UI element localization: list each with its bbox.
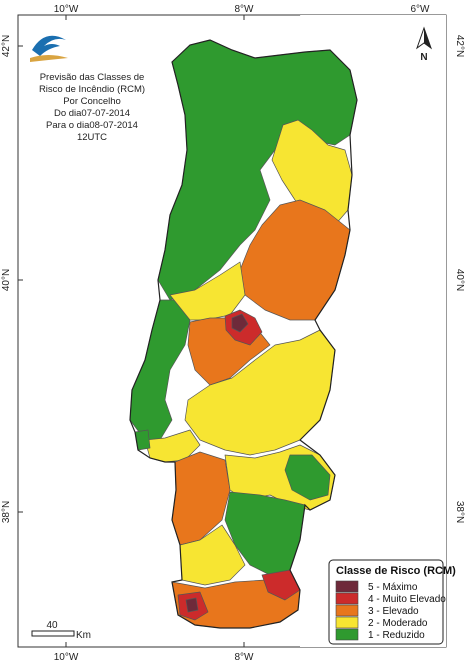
north-arrow-shade-icon bbox=[424, 28, 431, 48]
region-east-reduzido bbox=[284, 454, 331, 501]
top-tick-6w: 6°W bbox=[411, 4, 431, 15]
legend-swatch-muito-elevado bbox=[335, 592, 359, 605]
legend-label-reduzido: 1 - Reduzido bbox=[368, 630, 425, 641]
portugal-regions bbox=[129, 39, 358, 629]
north-label: N bbox=[420, 52, 427, 63]
region-ourique-moderado bbox=[179, 524, 246, 586]
logo-sun-icon bbox=[30, 55, 68, 62]
north-arrow: N bbox=[416, 26, 432, 63]
top-tick-10w: 10°W bbox=[54, 4, 79, 15]
legend-swatch-maximo bbox=[335, 580, 359, 593]
title-line-1: Previsão das Classes de bbox=[40, 72, 145, 83]
legend-label-moderado: 2 - Moderado bbox=[368, 618, 428, 629]
bottom-tick-8w: 8°W bbox=[235, 652, 255, 663]
region-algarve-east-muito-elevado bbox=[261, 569, 301, 601]
title-line-4: Do dia07-07-2014 bbox=[54, 108, 130, 119]
legend-swatch-reduzido bbox=[335, 628, 359, 641]
map-title: Previsão das Classes de Risco de Incêndi… bbox=[39, 72, 145, 143]
title-line-6: 12UTC bbox=[77, 132, 107, 143]
title-line-3: Por Concelho bbox=[63, 96, 121, 107]
right-tick-40n: 40°N bbox=[454, 269, 465, 291]
legend: Classe de Risco (RCM) 5 - Máximo 4 - Mui… bbox=[328, 559, 456, 645]
scale-bar: 40 Km bbox=[31, 620, 91, 641]
left-tick-42n: 42°N bbox=[1, 35, 12, 57]
legend-swatch-moderado bbox=[335, 616, 359, 629]
ipma-logo bbox=[30, 35, 68, 62]
left-tick-40n: 40°N bbox=[1, 269, 12, 291]
bottom-tick-10w: 10°W bbox=[54, 652, 79, 663]
legend-title: Classe de Risco (RCM) bbox=[336, 565, 456, 577]
left-tick-38n: 38°N bbox=[1, 501, 12, 523]
scale-value: 40 bbox=[46, 620, 58, 631]
scale-bar-rect bbox=[31, 630, 75, 637]
legend-label-muito-elevado: 4 - Muito Elevado bbox=[368, 594, 446, 605]
legend-swatch-elevado bbox=[335, 604, 359, 617]
right-tick-38n: 38°N bbox=[454, 501, 465, 523]
region-leiria-moderado bbox=[169, 261, 246, 321]
logo-wave-icon bbox=[32, 35, 66, 56]
title-line-2: Risco de Incêndio (RCM) bbox=[39, 84, 145, 95]
portugal-outline bbox=[129, 39, 358, 629]
scale-unit: Km bbox=[76, 630, 91, 641]
right-tick-42n: 42°N bbox=[454, 35, 465, 57]
title-line-5: Para o dia08-07-2014 bbox=[46, 120, 138, 131]
legend-label-elevado: 3 - Elevado bbox=[368, 606, 419, 617]
region-algarve-maximo bbox=[185, 597, 199, 613]
spain-area bbox=[300, 15, 446, 647]
top-tick-8w: 8°W bbox=[235, 4, 255, 15]
legend-label-maximo: 5 - Máximo bbox=[368, 582, 418, 593]
region-center-maximo bbox=[231, 313, 249, 333]
